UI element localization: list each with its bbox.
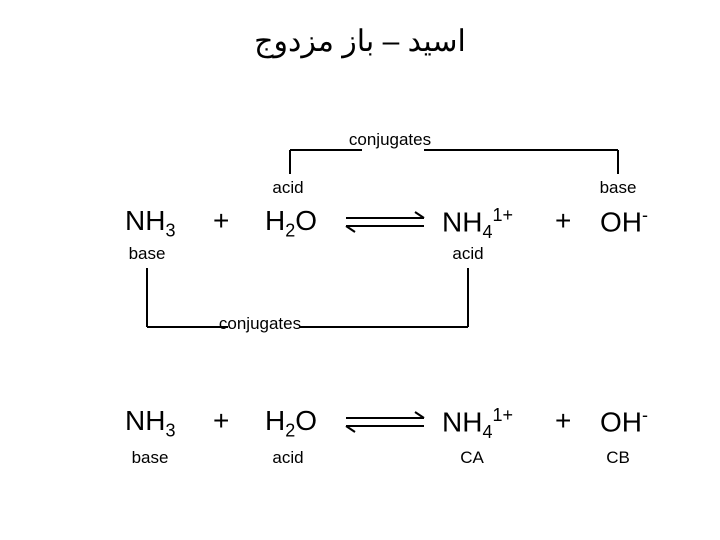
label-cb: CB: [606, 448, 630, 468]
label-base-2: base: [132, 448, 169, 468]
label-acid-bot: acid: [452, 244, 483, 264]
species-oh-2: OH-: [600, 405, 648, 438]
label-base-bot: base: [129, 244, 166, 264]
op-plus-1b: +: [555, 205, 571, 237]
species-h2o-2: H2O: [265, 405, 317, 442]
op-plus-2b: +: [555, 405, 571, 437]
equilibrium-arrow-2: [346, 412, 424, 432]
bracket-bottom: [147, 268, 468, 327]
species-nh3-2: NH3: [125, 405, 175, 442]
bracket-top: [290, 150, 618, 174]
op-plus-1a: +: [213, 205, 229, 237]
equilibrium-arrow-1: [346, 212, 424, 232]
page-title: اسید – باز مزدوج: [0, 24, 720, 59]
species-nh3-1: NH3: [125, 205, 175, 242]
label-ca: CA: [460, 448, 484, 468]
label-conjugates-bot: conjugates: [219, 314, 301, 334]
species-oh-1: OH-: [600, 205, 648, 238]
species-nh4-2: NH41+: [442, 405, 513, 443]
label-acid-top: acid: [272, 178, 303, 198]
species-nh4-1: NH41+: [442, 205, 513, 243]
species-h2o-1: H2O: [265, 205, 317, 242]
op-plus-2a: +: [213, 405, 229, 437]
label-conjugates-top: conjugates: [349, 130, 431, 150]
label-base-top: base: [600, 178, 637, 198]
label-acid-2: acid: [272, 448, 303, 468]
